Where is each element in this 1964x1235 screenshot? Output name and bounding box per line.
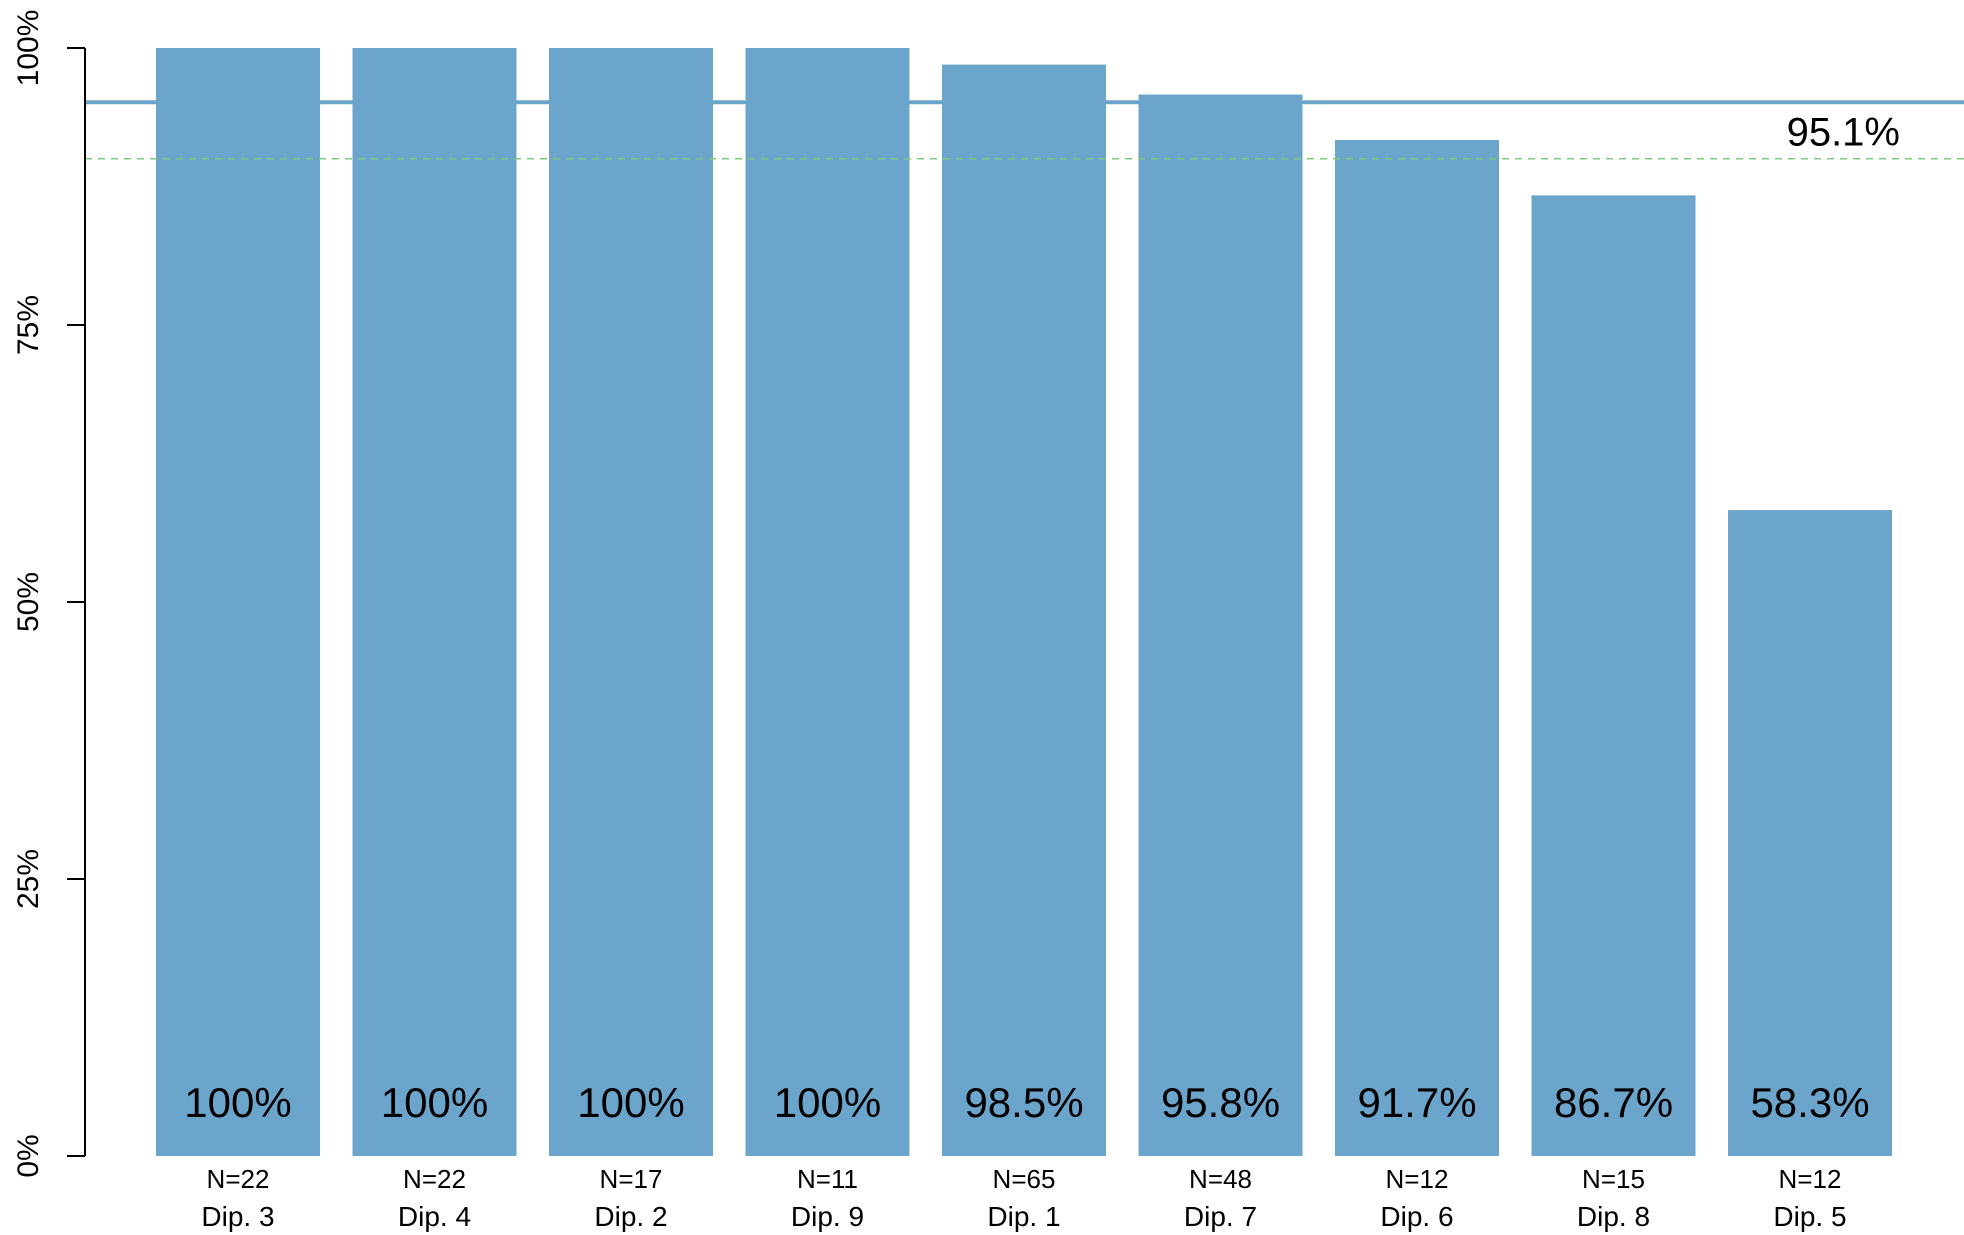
bar-9 (1728, 510, 1892, 1156)
bar-1 (156, 48, 320, 1156)
category-label: Dip. 3 (201, 1201, 274, 1232)
sample-size-label: N=15 (1582, 1164, 1645, 1194)
y-tick-label: 100% (12, 10, 45, 87)
sample-size-label: N=12 (1386, 1164, 1449, 1194)
sample-size-label: N=22 (403, 1164, 466, 1194)
reference-lines-layer (85, 100, 1964, 160)
bar-2 (352, 48, 517, 1156)
y-tick-label: 75% (12, 295, 45, 355)
category-label: Dip. 4 (398, 1201, 471, 1232)
bar-value-label: 100% (577, 1079, 684, 1126)
sample-size-label: N=22 (207, 1164, 270, 1194)
bar-value-label: 100% (381, 1079, 488, 1126)
sample-size-label: N=11 (797, 1164, 858, 1194)
bar-4 (745, 48, 910, 1156)
bar-7 (1335, 139, 1499, 1157)
bar-value-label: 58.3% (1750, 1079, 1869, 1126)
sample-size-label: N=17 (600, 1164, 663, 1194)
bar-value-label: 98.5% (964, 1079, 1083, 1126)
category-label: Dip. 2 (594, 1201, 667, 1232)
sample-size-label: N=12 (1779, 1164, 1842, 1194)
y-tick-label: 25% (12, 849, 45, 909)
y-tick-label: 0% (12, 1134, 45, 1177)
y-tick-label: 50% (12, 572, 45, 632)
bar-value-label: 91.7% (1357, 1079, 1476, 1126)
sample-size-label: N=65 (993, 1164, 1056, 1194)
average-line-label: 95.1% (1787, 110, 1900, 154)
category-label: Dip. 5 (1773, 1201, 1846, 1232)
bar-3 (549, 48, 713, 1156)
bar-labels-layer: 100% N=22 Dip. 3 100% N=22 Dip. 4 100% N=17 Dip.… (184, 110, 1900, 1232)
bar-value-label: 86.7% (1554, 1079, 1673, 1126)
bar-5 (942, 64, 1106, 1157)
category-label: Dip. 7 (1184, 1201, 1257, 1232)
category-label: Dip. 8 (1577, 1201, 1650, 1232)
y-axis: 0% 25% 50% 75% 100% (12, 10, 86, 1178)
bar-value-label: 95.8% (1161, 1079, 1280, 1126)
category-label: Dip. 9 (791, 1201, 864, 1232)
category-label: Dip. 6 (1380, 1201, 1453, 1232)
bars-layer (156, 48, 1892, 1157)
bar-value-label: 100% (774, 1079, 881, 1126)
sample-size-label: N=48 (1189, 1164, 1252, 1194)
category-label: Dip. 1 (987, 1201, 1060, 1232)
bar-8 (1531, 195, 1696, 1156)
bar-6 (1138, 94, 1303, 1156)
bar-value-label: 100% (184, 1079, 291, 1126)
